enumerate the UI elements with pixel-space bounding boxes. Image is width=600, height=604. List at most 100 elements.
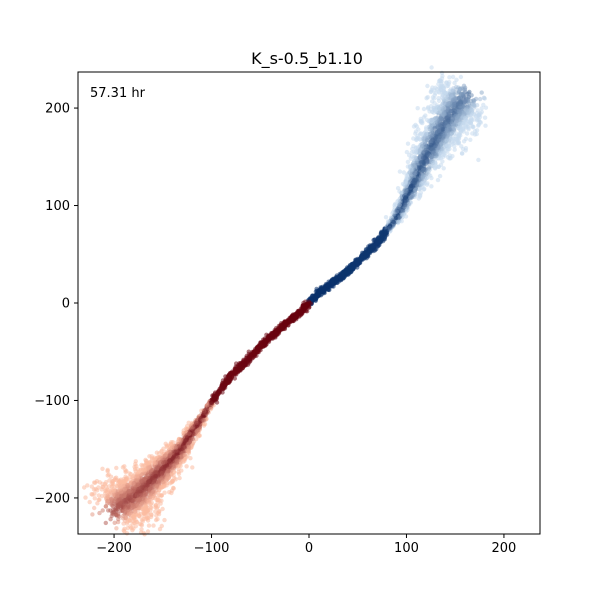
scatter-point	[482, 96, 487, 101]
scatter-point	[434, 164, 439, 169]
scatter-point	[452, 122, 457, 127]
scatter-point	[153, 509, 158, 514]
scatter-point	[415, 106, 420, 111]
scatter-point	[405, 159, 411, 165]
scatter-point	[160, 506, 165, 512]
scatter-point	[433, 115, 438, 121]
scatter-point	[133, 517, 138, 523]
scatter-point	[444, 138, 449, 143]
scatter-point	[452, 147, 457, 152]
scatter-point	[386, 219, 391, 224]
scatter-point	[175, 464, 181, 469]
scatter-point	[445, 118, 451, 123]
scatter-point	[440, 146, 445, 151]
scatter-point	[430, 130, 435, 135]
scatter-point	[403, 179, 408, 184]
scatter-point	[426, 169, 431, 174]
scatter-point	[436, 96, 441, 101]
scatter-point	[409, 167, 414, 172]
scatter-point	[241, 357, 246, 362]
scatter-point	[437, 151, 443, 156]
scatter-point	[418, 146, 423, 152]
scatter-point	[421, 106, 427, 112]
scatter-point	[337, 275, 343, 280]
scatter-point	[362, 251, 367, 256]
scatter-point	[442, 132, 447, 137]
scatter-point	[401, 212, 406, 217]
scatter-point	[391, 219, 396, 225]
scatter-point	[397, 202, 402, 208]
scatter-point	[196, 434, 201, 439]
blue-series	[305, 65, 489, 307]
scatter-point	[397, 169, 403, 174]
scatter-point	[413, 155, 418, 161]
data-points	[82, 65, 489, 537]
scatter-point	[152, 460, 157, 465]
scatter-point	[201, 421, 206, 427]
scatter-point	[461, 83, 467, 89]
scatter-point	[476, 157, 481, 163]
scatter-point	[409, 183, 414, 188]
scatter-point	[456, 95, 461, 101]
scatter-point	[173, 477, 178, 482]
scatter-point	[146, 479, 152, 484]
scatter-point	[420, 173, 425, 179]
scatter-point	[83, 495, 88, 500]
scatter-point	[177, 475, 182, 481]
scatter-point	[92, 496, 98, 501]
scatter-point	[114, 465, 119, 471]
scatter-point	[432, 125, 437, 131]
scatter-point	[428, 173, 433, 178]
scatter-point	[428, 89, 433, 95]
scatter-point	[406, 201, 412, 207]
scatter-point	[415, 133, 420, 139]
scatter-point	[444, 127, 449, 132]
scatter-point	[458, 74, 464, 80]
scatter-point	[403, 195, 408, 200]
scatter-point	[456, 141, 461, 146]
scatter-point	[313, 297, 318, 303]
scatter-point	[482, 115, 488, 120]
scatter-point	[436, 89, 441, 94]
scatter-point	[121, 528, 126, 533]
scatter-point	[437, 134, 442, 140]
scatter-point	[474, 128, 480, 133]
scatter-point	[419, 120, 424, 125]
scatter-point	[425, 106, 431, 111]
scatter-point	[421, 167, 426, 173]
scatter-point	[95, 501, 100, 506]
scatter-point	[418, 190, 424, 195]
scatter-point	[96, 497, 101, 503]
scatter-point	[108, 517, 113, 522]
scatter-point	[410, 163, 416, 168]
scatter-point	[376, 235, 381, 240]
scatter-point	[454, 118, 459, 124]
scatter-point	[403, 190, 408, 196]
scatter-point	[448, 142, 453, 148]
scatter-point	[174, 448, 179, 453]
scatter-point	[157, 526, 163, 532]
scatter-point	[343, 270, 348, 275]
scatter-point	[457, 111, 462, 116]
scatter-point	[463, 116, 468, 121]
scatter-point	[190, 465, 195, 470]
scatter-point	[123, 500, 128, 505]
scatter-point	[167, 481, 173, 486]
scatter-point	[140, 484, 145, 489]
scatter-point	[462, 99, 468, 104]
scatter-point	[443, 97, 448, 102]
scatter-point	[163, 441, 168, 446]
scatter-point	[121, 521, 126, 526]
scatter-point	[92, 480, 97, 485]
scatter-point	[436, 128, 442, 134]
scatter-point	[416, 196, 421, 201]
scatter-point	[139, 462, 144, 468]
scatter-point	[418, 116, 423, 122]
scatter-point	[464, 131, 470, 136]
scatter-point	[145, 461, 150, 467]
scatter-point	[437, 78, 443, 84]
scatter-point	[137, 514, 142, 519]
scatter-point	[483, 123, 488, 128]
